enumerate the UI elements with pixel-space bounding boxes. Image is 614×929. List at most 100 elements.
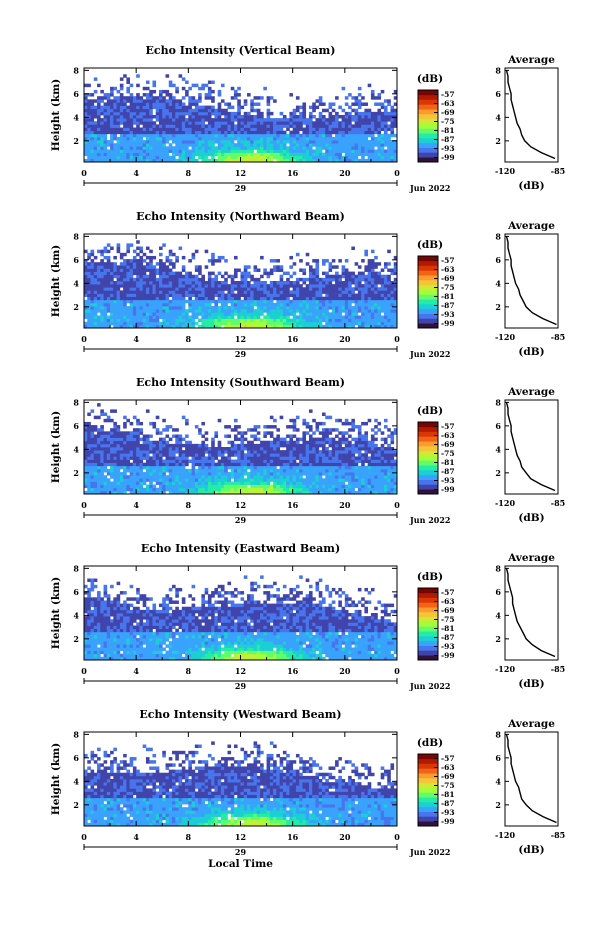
heatmap-cell	[308, 115, 313, 119]
heatmap-cell	[158, 130, 163, 135]
heatmap-cell	[328, 152, 333, 157]
heatmap-cell	[126, 293, 130, 298]
heatmap-cell	[253, 277, 258, 282]
heatmap-cell	[370, 296, 375, 301]
heatmap-cell	[149, 478, 153, 482]
heatmap-cell	[348, 136, 352, 141]
heatmap-cell	[266, 459, 271, 464]
heatmap-cell	[119, 478, 124, 482]
heatmap-cell	[168, 293, 173, 298]
heatmap-cell	[227, 102, 232, 106]
heatmap-cell	[282, 324, 287, 329]
heatmap-cell	[152, 487, 157, 492]
colorbar-swatch	[418, 128, 438, 134]
heatmap-cell	[90, 306, 95, 310]
heatmap-cell	[266, 146, 271, 150]
heatmap-cell	[331, 143, 336, 147]
heatmap-cell	[351, 124, 355, 128]
heatmap-cell	[136, 487, 140, 492]
heatmap-cell	[351, 102, 355, 106]
heatmap-cell	[263, 440, 267, 445]
heatmap-cell	[132, 140, 137, 144]
heatmap-cell	[126, 121, 130, 125]
heatmap-cell	[188, 490, 192, 495]
heatmap-cell	[198, 136, 202, 141]
heatmap-cell	[198, 290, 202, 294]
heatmap-cell	[113, 268, 117, 272]
heatmap-cell	[201, 315, 205, 319]
heatmap-cell	[103, 450, 108, 454]
heatmap-cell	[273, 487, 277, 492]
heatmap-cell	[123, 450, 127, 454]
heatmap-cell	[220, 152, 225, 157]
heatmap-cell	[113, 465, 117, 470]
heatmap-cell	[142, 443, 147, 448]
heatmap-cell	[331, 274, 336, 279]
heatmap-cell	[188, 450, 192, 454]
heatmap-cell	[276, 155, 280, 160]
heatmap-cell	[256, 318, 261, 323]
heatmap-cell	[145, 96, 150, 100]
heatmap-cell	[139, 249, 144, 254]
heatmap-cell	[97, 456, 101, 460]
heatmap-cell	[263, 459, 267, 464]
heatmap-cell	[126, 299, 130, 304]
heatmap-cell	[172, 99, 176, 103]
heatmap-cell	[152, 158, 157, 163]
heatmap-cell	[185, 321, 189, 326]
heatmap-cell	[93, 481, 98, 485]
heatmap-cell	[84, 121, 88, 125]
heatmap-cell	[198, 105, 202, 110]
heatmap-cell	[299, 309, 303, 313]
heatmap-cell	[97, 296, 101, 301]
heatmap-cell	[181, 465, 186, 470]
heatmap-cell	[168, 105, 173, 110]
heatmap-cell	[256, 133, 261, 138]
heatmap-cell	[370, 268, 375, 272]
heatmap-cell	[276, 152, 280, 157]
heatmap-cell	[84, 299, 88, 304]
heatmap-cell	[123, 262, 127, 266]
heatmap-cell	[119, 475, 124, 479]
heatmap-cell	[240, 155, 245, 160]
heatmap-cell	[129, 155, 134, 160]
heatmap-cell	[175, 284, 179, 288]
heatmap-cell	[325, 321, 329, 326]
heatmap-cell	[158, 281, 163, 285]
heatmap-cell	[97, 102, 101, 106]
heatmap-cell	[113, 484, 117, 489]
heatmap-cell	[214, 447, 219, 451]
heatmap-cell	[370, 158, 375, 163]
heatmap-cell	[103, 284, 108, 288]
heatmap-cell	[175, 302, 179, 307]
profile-line	[505, 70, 556, 160]
heatmap-cell	[224, 481, 228, 485]
heatmap-cell	[152, 443, 157, 448]
heatmap-cell	[132, 306, 137, 310]
heatmap-cell	[162, 290, 166, 294]
heatmap-cell	[233, 459, 238, 464]
heatmap-cell	[374, 284, 378, 288]
heatmap-cell	[299, 155, 303, 160]
heatmap-cell	[129, 111, 134, 116]
heatmap-cell	[217, 121, 222, 125]
heatmap-cell	[237, 146, 241, 150]
heatmap-cell	[315, 140, 320, 144]
heatmap-cell	[87, 490, 91, 495]
heatmap-cell	[129, 281, 134, 285]
heatmap-cell	[315, 321, 320, 326]
heatmap-cell	[269, 124, 274, 128]
heatmap-cell	[370, 115, 375, 119]
heatmap-cell	[276, 146, 280, 150]
heatmap-cell	[292, 287, 297, 291]
heatmap-cell	[191, 443, 196, 448]
heatmap-cell	[282, 130, 287, 135]
heatmap-cell	[165, 130, 170, 135]
heatmap-cell	[335, 124, 339, 128]
heatmap-cell	[351, 293, 355, 298]
heatmap-cell	[269, 487, 274, 492]
heatmap-cell	[123, 111, 127, 116]
heatmap-cell	[178, 290, 183, 294]
heatmap-cell	[162, 146, 166, 150]
heatmap-cell	[357, 146, 362, 150]
